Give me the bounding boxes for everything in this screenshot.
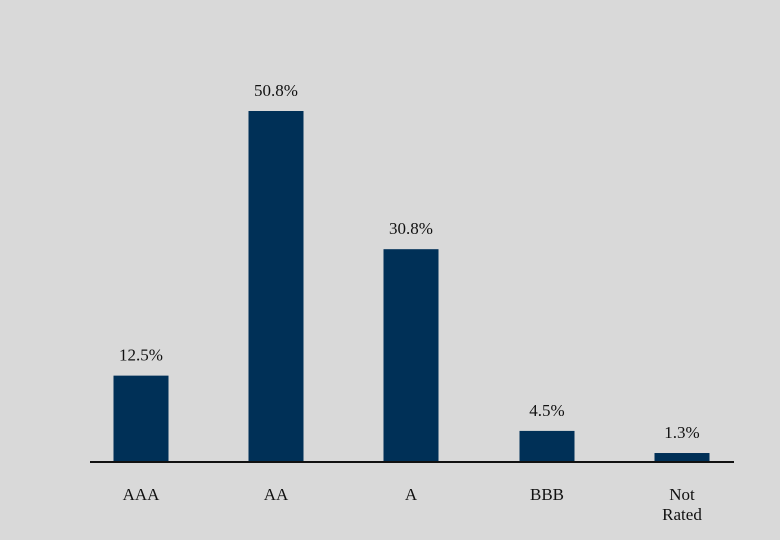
category-label: AAA: [123, 485, 161, 504]
value-label: 1.3%: [664, 423, 699, 442]
bars-group: [113, 111, 710, 462]
category-label: BBB: [530, 485, 564, 504]
category-label: A: [405, 485, 418, 504]
bar-aa: [248, 111, 304, 462]
category-labels-group: AAA AA A BBB Not Rated: [123, 485, 703, 524]
bar-aaa: [113, 375, 169, 462]
bar-not-rated: [654, 453, 710, 462]
category-label: Not Rated: [662, 485, 702, 524]
bar-a: [383, 249, 439, 462]
bar-bbb: [519, 430, 575, 462]
value-label: 30.8%: [389, 219, 433, 238]
value-label: 12.5%: [119, 346, 163, 365]
category-label: AA: [264, 485, 289, 504]
value-labels-group: 12.5% 50.8% 30.8% 4.5% 1.3%: [119, 81, 700, 442]
value-label: 4.5%: [529, 401, 564, 420]
value-label: 50.8%: [254, 81, 298, 100]
